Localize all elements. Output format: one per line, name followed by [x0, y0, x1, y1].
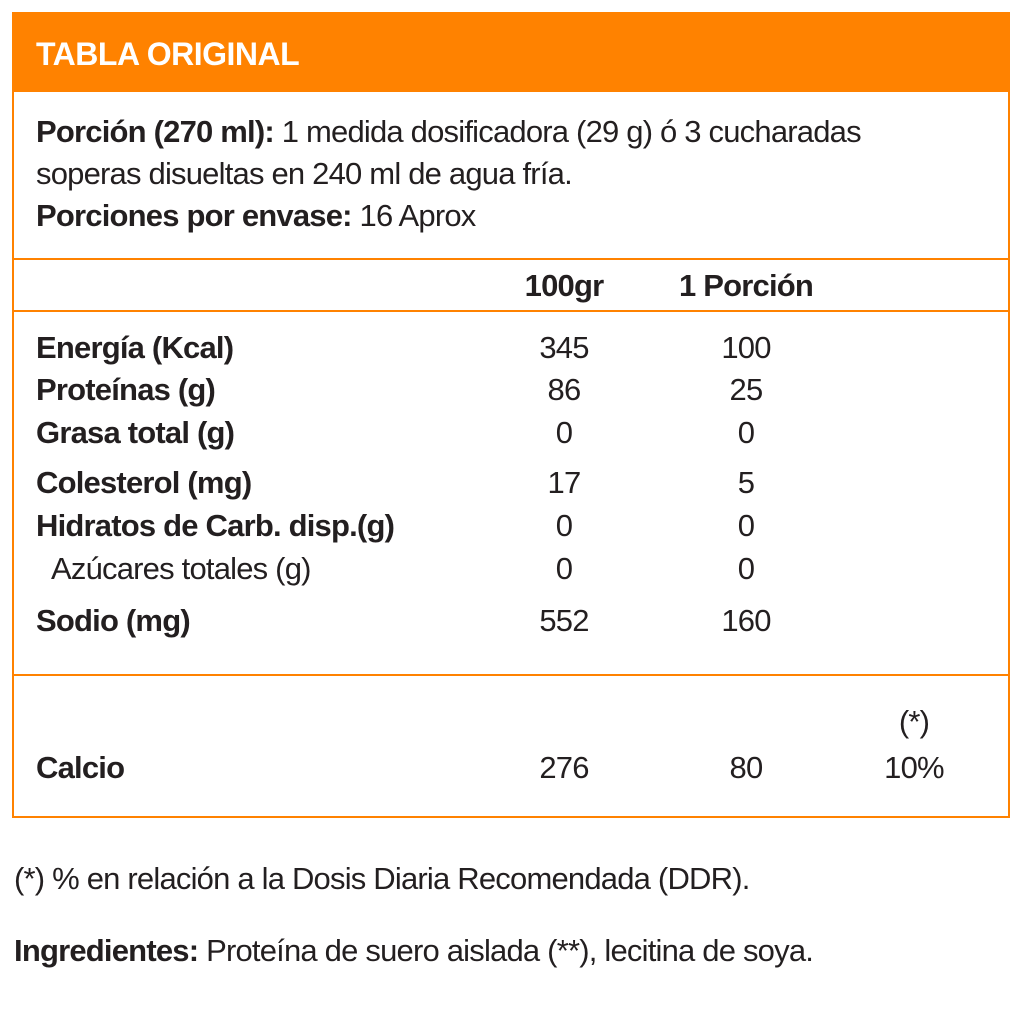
- divider: [14, 674, 1008, 676]
- serving-text: 1 medida dosificadora (29 g) ó 3 cuchara…: [281, 114, 862, 149]
- row-value-100: 0: [555, 551, 573, 586]
- per-container-label: Porciones por envase:: [36, 198, 353, 233]
- ingredients: Ingredientes: Proteína de suero aislada …: [14, 933, 814, 968]
- footnote: (*) % en relación a la Dosis Diaria Reco…: [14, 861, 750, 896]
- serving-label: Porción (270 ml):: [36, 114, 275, 149]
- row-value-portion: 0: [737, 551, 755, 586]
- row-value-100: 17: [547, 465, 582, 500]
- row-value-100: 552: [539, 603, 589, 638]
- row-value-portion: 25: [729, 372, 764, 407]
- ddr-mark: (*): [898, 704, 930, 739]
- table-title: TABLA ORIGINAL: [36, 36, 300, 72]
- row-value-portion: 5: [737, 465, 755, 500]
- per-container-value: 16 Aprox: [359, 198, 477, 233]
- serving-text-2: soperas disueltas en 240 ml de agua fría…: [36, 156, 573, 191]
- row-value-100: 86: [547, 372, 582, 407]
- serving-line1: Porción (270 ml): 1 medida dosificadora …: [36, 114, 862, 149]
- row-value-portion: 0: [737, 415, 755, 450]
- nutrition-table: TABLA ORIGINAL Porción (270 ml): 1 medid…: [12, 12, 1010, 818]
- ddr-percent: 10%: [884, 750, 944, 785]
- row-value-100: 0: [555, 415, 573, 450]
- col-header-portion: 1 Porción: [678, 268, 814, 303]
- ingredients-label: Ingredientes:: [14, 933, 199, 968]
- ingredients-text: Proteína de suero aislada (**), lecitina…: [206, 933, 814, 968]
- row-value-100: 345: [539, 330, 589, 365]
- divider: [14, 310, 1008, 312]
- row-value-portion: 80: [729, 750, 764, 785]
- row-value-100: 276: [539, 750, 589, 785]
- row-label: Colesterol (mg): [36, 465, 252, 500]
- row-label: Calcio: [36, 750, 125, 785]
- col-header-100gr: 100gr: [524, 268, 605, 303]
- row-value-portion: 160: [721, 603, 771, 638]
- row-label: Proteínas (g): [36, 372, 216, 407]
- row-label: Energía (Kcal): [36, 330, 234, 365]
- table-header: TABLA ORIGINAL: [14, 14, 1008, 92]
- divider: [14, 258, 1008, 260]
- row-label: Hidratos de Carb. disp.(g): [36, 508, 395, 543]
- row-label: Azúcares totales (g): [51, 551, 311, 586]
- row-label: Sodio (mg): [36, 603, 191, 638]
- row-value-100: 0: [555, 508, 573, 543]
- servings-per-container: Porciones por envase: 16 Aprox: [36, 200, 476, 231]
- row-label: Grasa total (g): [36, 415, 235, 450]
- row-value-portion: 0: [737, 508, 755, 543]
- row-value-portion: 100: [721, 330, 771, 365]
